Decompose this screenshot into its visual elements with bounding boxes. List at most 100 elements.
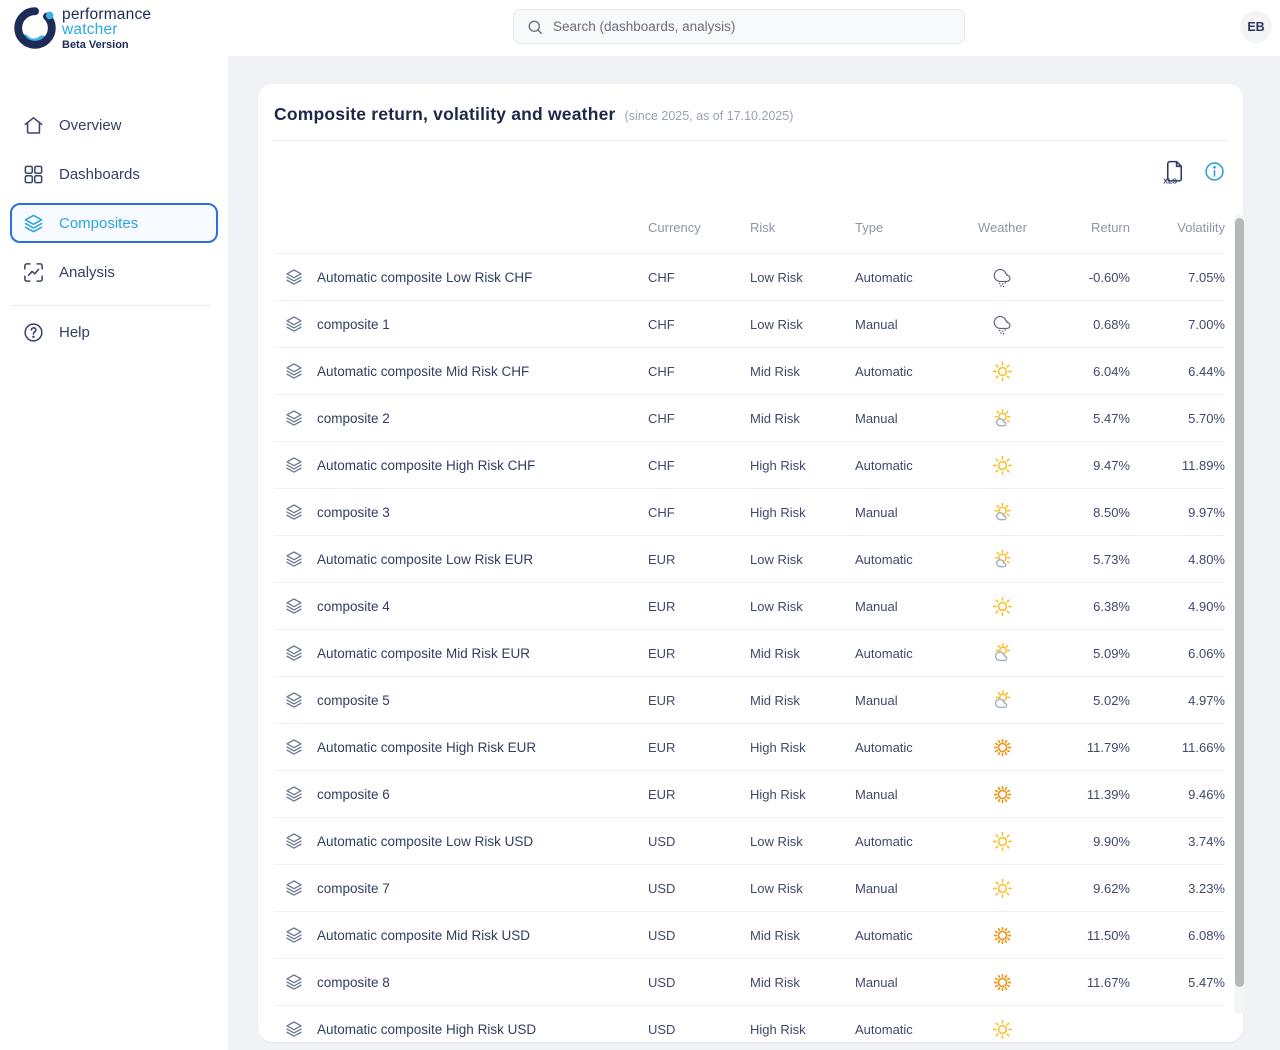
sidebar-item-label: Dashboards xyxy=(59,165,140,183)
type-cell: Manual xyxy=(855,692,898,708)
currency-cell: CHF xyxy=(648,316,675,332)
type-cell: Manual xyxy=(855,316,898,332)
composite-name-cell: composite 8 xyxy=(274,972,648,992)
risk-cell: Low Risk xyxy=(750,880,803,896)
table-row[interactable]: Automatic composite High Risk USD USD Hi… xyxy=(274,1005,1225,1042)
composite-name-cell: composite 5 xyxy=(274,690,648,710)
logo-text: performance watcher Beta Version xyxy=(62,7,151,52)
composite-name: Automatic composite Mid Risk CHF xyxy=(317,363,530,379)
page-subtitle: (since 2025, as of 17.10.2025) xyxy=(624,109,794,123)
return-cell: 5.09% xyxy=(1093,645,1130,661)
table-row[interactable]: Automatic composite Mid Risk CHF CHF Mid… xyxy=(274,347,1225,394)
type-cell: Automatic xyxy=(855,1021,913,1037)
volatility-cell: 4.80% xyxy=(1188,551,1225,567)
header-divider xyxy=(272,140,1229,141)
risk-cell: High Risk xyxy=(750,457,806,473)
table-row[interactable]: composite 7 USD Low Risk Manual 9.62% 3.… xyxy=(274,864,1225,911)
logo-line2: watcher xyxy=(62,21,118,38)
type-cell: Manual xyxy=(855,504,898,520)
currency-cell: USD xyxy=(648,1021,676,1037)
weather-hot-sunny-icon xyxy=(991,924,1014,947)
volatility-cell: 3.74% xyxy=(1188,833,1225,849)
volatility-cell: 5.70% xyxy=(1188,410,1225,426)
return-cell: 6.04% xyxy=(1093,363,1130,379)
layers-icon xyxy=(284,972,304,992)
composite-name-cell: Automatic composite High Risk USD xyxy=(274,1019,648,1039)
currency-cell: EUR xyxy=(648,551,676,567)
main-content: Composite return, volatility and weather… xyxy=(228,56,1280,1050)
xls-export-icon[interactable]: XLS xyxy=(1161,158,1188,185)
table-scrollbar[interactable] xyxy=(1235,218,1244,987)
search-box[interactable] xyxy=(513,9,965,44)
search-input[interactable] xyxy=(553,19,952,34)
weather-rain-icon xyxy=(991,266,1014,289)
currency-cell: CHF xyxy=(648,363,675,379)
table-row[interactable]: Automatic composite Low Risk USD USD Low… xyxy=(274,817,1225,864)
table-row[interactable]: composite 5 EUR Mid Risk Manual 5.02% 4.… xyxy=(274,676,1225,723)
return-cell: 11.79% xyxy=(1086,739,1130,755)
risk-cell: Mid Risk xyxy=(750,974,800,990)
volatility-cell: 9.97% xyxy=(1188,504,1225,520)
table-row[interactable]: composite 1 CHF Low Risk Manual 0.68% 7.… xyxy=(274,300,1225,347)
return-cell: 8.50% xyxy=(1093,504,1130,520)
return-cell: 5.02% xyxy=(1093,692,1130,708)
risk-cell: High Risk xyxy=(750,739,806,755)
risk-cell: Low Risk xyxy=(750,833,803,849)
table-row[interactable]: composite 2 CHF Mid Risk Manual 5.47% 5.… xyxy=(274,394,1225,441)
table-row[interactable]: composite 4 EUR Low Risk Manual 6.38% 4.… xyxy=(274,582,1225,629)
grid-icon xyxy=(22,163,45,186)
table-row[interactable]: Automatic composite Mid Risk EUR EUR Mid… xyxy=(274,629,1225,676)
table-row[interactable]: Automatic composite High Risk CHF CHF Hi… xyxy=(274,441,1225,488)
weather-sunny-icon xyxy=(991,1018,1014,1041)
volatility-cell: 7.05% xyxy=(1188,269,1225,285)
currency-cell: CHF xyxy=(648,269,675,285)
volatility-cell: 6.08% xyxy=(1188,927,1225,943)
layers-icon xyxy=(284,690,304,710)
risk-cell: Mid Risk xyxy=(750,410,800,426)
sidebar-item-help[interactable]: Help xyxy=(10,312,218,352)
avatar[interactable]: EB xyxy=(1240,11,1272,43)
risk-cell: Low Risk xyxy=(750,269,803,285)
weather-mostly-sunny-icon xyxy=(991,407,1014,430)
type-cell: Automatic xyxy=(855,833,913,849)
composite-name-cell: Automatic composite High Risk EUR xyxy=(274,737,648,757)
weather-partly-cloudy-icon xyxy=(991,689,1014,712)
volatility-cell: 4.97% xyxy=(1188,692,1225,708)
return-cell: 9.62% xyxy=(1093,880,1130,896)
table-row[interactable]: composite 3 CHF High Risk Manual 8.50% 9… xyxy=(274,488,1225,535)
type-cell: Automatic xyxy=(855,269,913,285)
volatility-cell: 11.66% xyxy=(1181,739,1225,755)
return-cell: 0.68% xyxy=(1093,316,1130,332)
info-icon[interactable] xyxy=(1203,160,1226,183)
type-cell: Automatic xyxy=(855,645,913,661)
layers-icon xyxy=(284,925,304,945)
composite-name: Automatic composite Mid Risk EUR xyxy=(317,645,531,661)
sidebar-item-label: Overview xyxy=(59,116,122,134)
table-row[interactable]: Automatic composite High Risk EUR EUR Hi… xyxy=(274,723,1225,770)
volatility-cell: 3.23% xyxy=(1188,880,1225,896)
table-row[interactable]: composite 6 EUR High Risk Manual 11.39% … xyxy=(274,770,1225,817)
table-row[interactable]: Automatic composite Low Risk EUR EUR Low… xyxy=(274,535,1225,582)
weather-hot-sunny-icon xyxy=(991,783,1014,806)
currency-cell: EUR xyxy=(648,645,676,661)
composite-name-cell: Automatic composite Low Risk CHF xyxy=(274,267,648,287)
table-row[interactable]: composite 8 USD Mid Risk Manual 11.67% 5… xyxy=(274,958,1225,1005)
layers-icon xyxy=(284,784,304,804)
table-row[interactable]: Automatic composite Mid Risk USD USD Mid… xyxy=(274,911,1225,958)
sidebar-item-composites[interactable]: Composites xyxy=(10,203,218,243)
composite-name: Automatic composite Low Risk USD xyxy=(317,833,534,849)
volatility-cell: 4.90% xyxy=(1188,598,1225,614)
sidebar-item-overview[interactable]: Overview xyxy=(10,105,218,145)
type-cell: Automatic xyxy=(855,927,913,943)
sidebar-divider xyxy=(10,305,210,306)
sidebar-item-analysis[interactable]: Analysis xyxy=(10,252,218,292)
logo-icon xyxy=(14,7,56,49)
layers-icon xyxy=(284,737,304,757)
return-cell: 9.90% xyxy=(1093,833,1130,849)
table-row[interactable]: Automatic composite Low Risk CHF CHF Low… xyxy=(274,253,1225,300)
composite-name: composite 8 xyxy=(317,974,390,990)
composite-name: composite 1 xyxy=(317,316,390,332)
sidebar-item-dashboards[interactable]: Dashboards xyxy=(10,154,218,194)
home-icon xyxy=(22,114,45,137)
